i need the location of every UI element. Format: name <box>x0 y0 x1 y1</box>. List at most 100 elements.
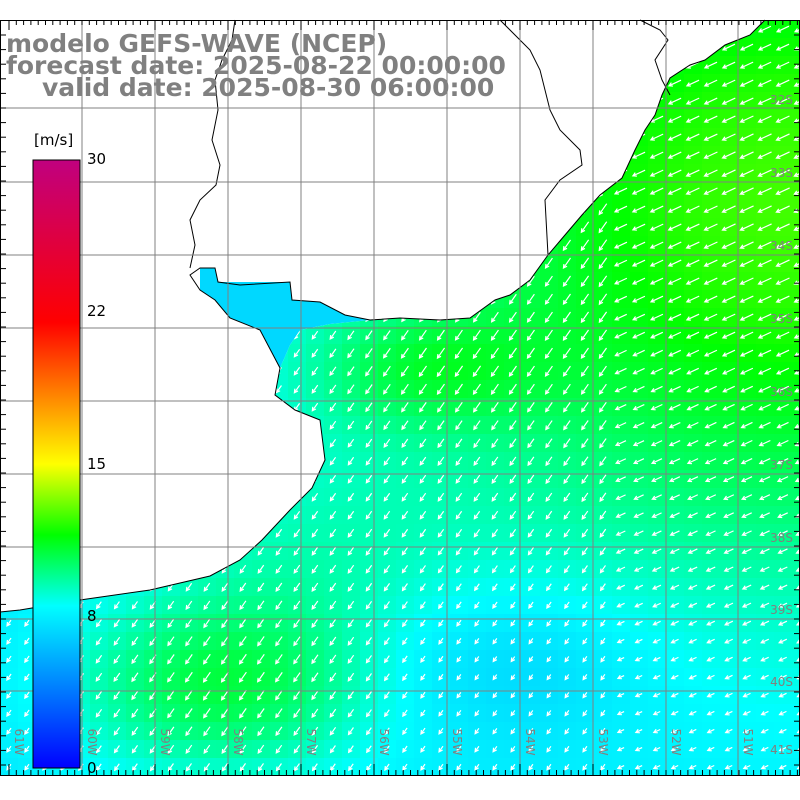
wind-arrow <box>347 582 355 592</box>
wind-arrow <box>613 241 628 249</box>
latitude-label: 38S <box>770 531 793 545</box>
wind-arrow <box>739 97 754 105</box>
wind-arrow <box>775 79 790 87</box>
wind-arrow <box>651 512 662 518</box>
wind-arrow <box>239 744 247 754</box>
colorbar-tick: 8 <box>87 607 97 625</box>
wind-arrow <box>545 456 553 467</box>
wind-arrow <box>598 401 607 413</box>
wind-arrow <box>564 710 570 717</box>
wind-arrow <box>527 438 535 449</box>
field-cell <box>792 542 800 561</box>
wind-arrow <box>275 744 283 754</box>
wind-arrow <box>24 763 30 771</box>
wind-arrow <box>685 151 700 159</box>
wind-arrow <box>775 241 790 249</box>
wind-arrow <box>721 349 736 357</box>
wind-arrow <box>599 565 606 574</box>
wind-arrow <box>652 728 661 734</box>
wind-arrow <box>581 438 589 449</box>
wind-arrow <box>238 689 247 701</box>
wind-arrow <box>419 492 427 502</box>
wind-arrow <box>545 402 553 413</box>
wind-arrow <box>614 331 627 339</box>
wind-arrow <box>722 458 735 465</box>
wind-arrow <box>564 745 570 753</box>
wind-arrow <box>670 764 679 770</box>
wind-arrow <box>546 638 552 645</box>
wind-arrow <box>472 383 481 395</box>
wind-arrow <box>365 510 373 520</box>
wind-arrow <box>793 100 800 105</box>
wind-arrow <box>419 438 427 449</box>
wind-arrow <box>401 492 409 502</box>
wind-arrow <box>740 439 753 447</box>
wind-arrow <box>455 583 462 592</box>
wind-arrow <box>668 421 681 429</box>
wind-arrow <box>113 745 120 754</box>
wind-arrow <box>632 313 646 321</box>
wind-arrow <box>564 674 570 681</box>
wind-arrow <box>311 600 319 611</box>
wind-arrow <box>688 746 697 752</box>
wind-arrow <box>491 474 499 484</box>
wind-arrow <box>455 565 462 574</box>
wind-arrow <box>419 474 427 484</box>
wind-arrow <box>777 620 788 626</box>
wind-arrow <box>563 492 571 503</box>
wind-arrow <box>528 656 534 663</box>
wind-arrow <box>383 564 391 574</box>
wind-arrow <box>582 727 588 735</box>
wind-arrow <box>793 172 800 177</box>
wind-arrow <box>600 619 606 628</box>
wind-arrow <box>739 151 754 159</box>
wind-arrow <box>131 726 139 736</box>
wind-arrow <box>329 672 337 683</box>
wind-arrow <box>437 565 444 574</box>
wind-arrow <box>760 746 769 752</box>
wind-arrow <box>455 456 463 467</box>
wind-arrow <box>703 295 718 303</box>
wind-arrow <box>562 239 572 252</box>
wind-arrow <box>777 584 788 590</box>
wind-arrow <box>757 259 772 267</box>
wind-arrow <box>723 548 734 554</box>
wind-arrow <box>562 383 571 395</box>
wind-arrow <box>365 384 373 395</box>
wind-arrow <box>757 277 772 285</box>
wind-arrow <box>347 672 355 682</box>
wind-arrow <box>599 583 606 592</box>
wind-arrow <box>402 709 408 718</box>
wind-arrow <box>456 674 462 681</box>
wind-arrow <box>365 402 373 413</box>
wind-arrow <box>491 528 499 538</box>
wind-arrow <box>490 347 500 360</box>
wind-arrow <box>634 710 643 716</box>
wind-arrow <box>383 456 391 466</box>
wind-arrow <box>238 671 247 683</box>
wind-arrow <box>652 620 661 626</box>
wind-arrow <box>600 637 606 645</box>
wind-arrow <box>598 365 607 377</box>
wind-arrow <box>741 548 752 554</box>
wind-arrow <box>527 565 534 574</box>
wind-arrow <box>757 331 772 339</box>
wind-arrow <box>401 583 408 592</box>
wind-arrow <box>454 365 464 378</box>
wind-arrow <box>508 383 517 395</box>
wind-arrow <box>775 367 790 375</box>
wind-arrow <box>185 600 193 610</box>
wind-arrow <box>456 763 462 771</box>
wind-arrow <box>510 674 516 681</box>
wind-arrow <box>581 492 589 503</box>
wind-arrow <box>293 763 300 772</box>
wind-arrow <box>688 656 697 662</box>
wind-arrow <box>793 154 800 159</box>
wind-arrow <box>95 727 102 736</box>
wind-arrow <box>544 347 553 359</box>
wind-arrow <box>739 349 754 357</box>
wind-arrow <box>670 692 679 698</box>
wind-arrow <box>650 422 663 429</box>
wind-arrow <box>293 618 301 629</box>
wind-arrow <box>760 710 769 716</box>
